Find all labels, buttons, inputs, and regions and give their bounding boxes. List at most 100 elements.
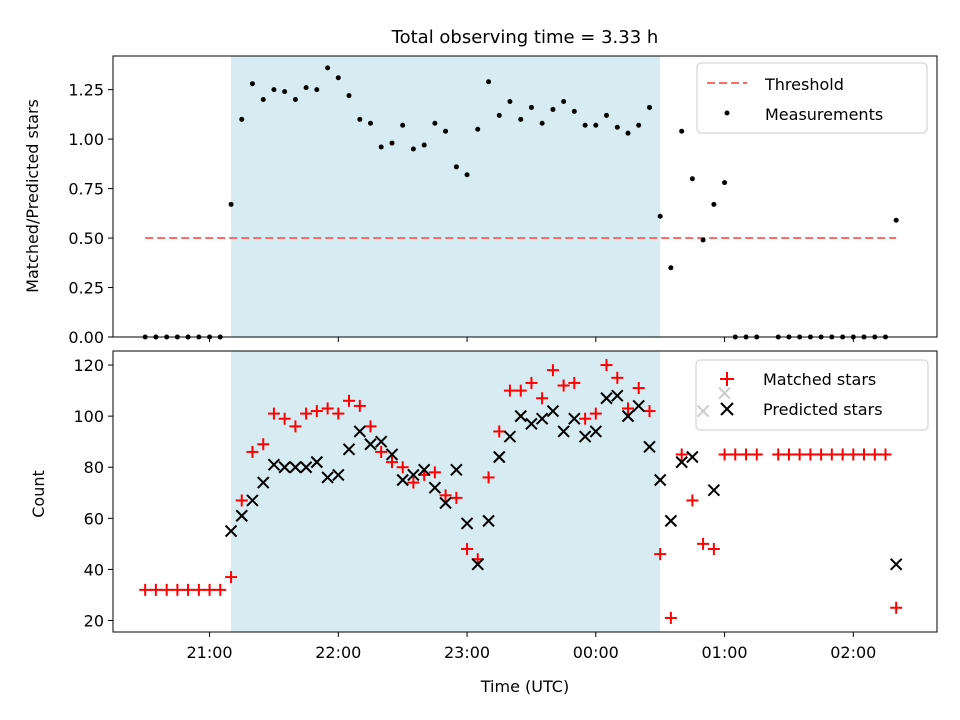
matched-star-marker bbox=[192, 583, 205, 596]
matched-star-marker bbox=[246, 445, 259, 458]
matched-star-marker bbox=[203, 583, 216, 596]
measurement-point bbox=[625, 130, 631, 136]
predicted-star-marker bbox=[503, 430, 517, 443]
measurement-point bbox=[647, 104, 653, 110]
predicted-star-marker bbox=[611, 389, 624, 402]
measurement-point bbox=[679, 128, 685, 134]
bottom-xtick-label: 00:00 bbox=[573, 643, 619, 662]
measurement-point bbox=[593, 122, 599, 128]
bottom-ytick-label: 120 bbox=[73, 356, 104, 375]
matched-star-marker bbox=[396, 461, 409, 474]
predicted-star-marker bbox=[439, 496, 452, 510]
predicted-stars-points bbox=[224, 386, 903, 571]
matched-star-marker bbox=[267, 407, 280, 420]
matched-star-marker bbox=[729, 448, 742, 461]
matched-star-marker bbox=[514, 384, 527, 397]
predicted-star-marker bbox=[686, 450, 699, 464]
predicted-star-marker bbox=[321, 471, 334, 484]
bottom-ytick-label: 60 bbox=[84, 509, 104, 528]
measurement-point bbox=[657, 213, 663, 219]
predicted-star-marker bbox=[621, 409, 635, 423]
bottom-xtick-label: 02:00 bbox=[830, 643, 876, 662]
measurement-point bbox=[389, 140, 395, 146]
measurement-point bbox=[239, 116, 245, 122]
measurement-point bbox=[357, 116, 363, 122]
predicted-star-marker bbox=[643, 440, 656, 454]
matched-star-marker bbox=[568, 376, 581, 389]
top-ytick-label: 0.50 bbox=[68, 229, 104, 248]
predicted-star-marker bbox=[889, 558, 903, 571]
matched-star-marker bbox=[225, 571, 238, 584]
matched-star-marker bbox=[525, 376, 538, 389]
chart-title: Total observing time = 3.33 h bbox=[391, 27, 659, 48]
bottom-axes-frame bbox=[112, 350, 938, 633]
matched-star-marker bbox=[632, 382, 645, 395]
measurement-point bbox=[550, 106, 556, 112]
measurement-point bbox=[314, 87, 320, 93]
measurement-point bbox=[292, 97, 298, 103]
top-ytick-label: 1.25 bbox=[68, 81, 104, 100]
predicted-star-marker bbox=[374, 435, 388, 448]
predicted-star-marker bbox=[707, 484, 721, 497]
matched-star-marker bbox=[697, 537, 710, 550]
top-ytick-label: 0.75 bbox=[68, 180, 104, 199]
bottom-xtick-label: 23:00 bbox=[444, 643, 490, 662]
measurement-point bbox=[507, 99, 513, 105]
matched-star-marker bbox=[450, 491, 463, 504]
matched-star-marker bbox=[546, 364, 559, 377]
matched-star-marker bbox=[825, 448, 838, 461]
matched-star-marker bbox=[857, 448, 870, 461]
matched-star-marker bbox=[461, 542, 474, 555]
predicted-star-marker bbox=[675, 455, 688, 469]
top-ytick-label: 1.00 bbox=[68, 130, 104, 149]
predicted-star-marker bbox=[471, 558, 484, 571]
legend-predicted-swatch bbox=[720, 402, 734, 416]
bottom-ytick-label: 80 bbox=[84, 458, 104, 477]
measurement-point bbox=[496, 112, 502, 118]
matched-stars-points bbox=[139, 359, 903, 624]
matched-star-marker bbox=[310, 405, 323, 418]
matched-star-marker bbox=[686, 494, 699, 507]
predicted-star-marker bbox=[460, 517, 474, 530]
measurement-point bbox=[335, 75, 341, 81]
bottom-xtick-label: 22:00 bbox=[315, 643, 361, 662]
legend-measurements-label: Measurements bbox=[765, 105, 883, 124]
matched-star-marker bbox=[214, 583, 227, 596]
measurement-point bbox=[486, 79, 492, 85]
matched-star-marker bbox=[718, 448, 731, 461]
measurement-point bbox=[561, 99, 567, 105]
predicted-star-marker bbox=[417, 463, 431, 476]
matched-star-marker bbox=[289, 420, 302, 433]
matched-star-marker bbox=[847, 448, 860, 461]
measurement-point bbox=[722, 180, 728, 186]
bottom-legend: Matched stars Predicted stars bbox=[695, 359, 929, 431]
measurement-point bbox=[464, 172, 470, 178]
matched-star-marker bbox=[836, 448, 849, 461]
top-y-axis-label: Matched/Predicted stars bbox=[23, 99, 42, 293]
matched-star-marker bbox=[890, 601, 903, 614]
matched-star-marker bbox=[149, 583, 162, 596]
predicted-star-marker bbox=[653, 473, 667, 487]
measurement-point bbox=[249, 81, 255, 87]
matched-star-marker bbox=[182, 583, 195, 596]
top-panel: 0.00 0.25 0.50 0.75 1.00 1.25 Matched/Predict… bbox=[23, 55, 938, 347]
predicted-star-marker bbox=[278, 461, 291, 474]
matched-star-marker bbox=[740, 448, 753, 461]
measurement-point bbox=[614, 124, 620, 130]
measurement-point bbox=[410, 146, 416, 152]
legend-matched-label: Matched stars bbox=[763, 370, 876, 389]
predicted-star-marker bbox=[632, 399, 645, 413]
matched-star-marker bbox=[815, 448, 828, 461]
predicted-star-marker bbox=[600, 392, 613, 405]
matched-star-marker bbox=[868, 448, 881, 461]
predicted-star-marker bbox=[450, 463, 463, 476]
matched-star-marker bbox=[257, 438, 270, 451]
predicted-star-marker bbox=[664, 514, 678, 528]
measurement-point bbox=[636, 122, 642, 128]
measurement-point bbox=[528, 104, 534, 110]
top-ytick-label: 0.25 bbox=[68, 279, 104, 298]
predicted-star-marker bbox=[342, 443, 356, 456]
measurement-point bbox=[400, 122, 406, 128]
top-legend: Threshold Measurements bbox=[696, 62, 928, 134]
